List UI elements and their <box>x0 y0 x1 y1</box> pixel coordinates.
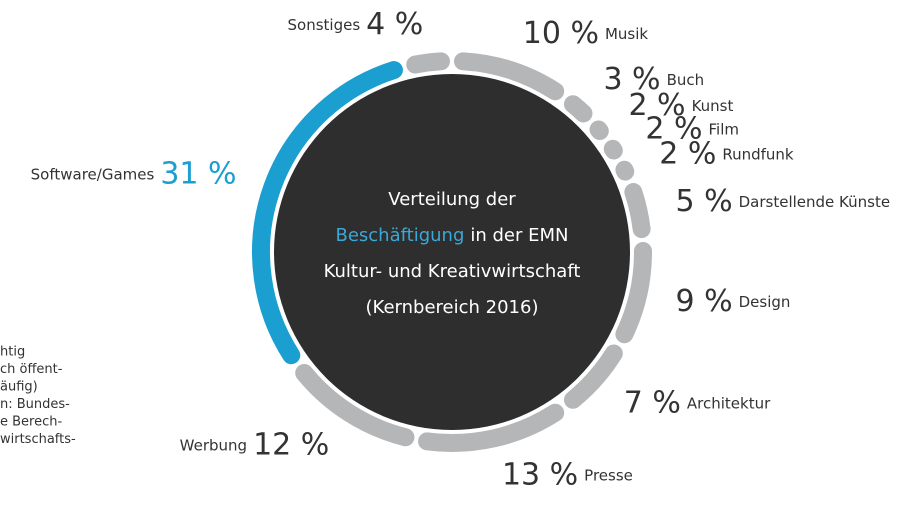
category-label: Darstellende Künste <box>739 193 890 211</box>
segment-label: 2 % Film <box>645 111 739 146</box>
category-label: Film <box>708 120 738 138</box>
segment <box>603 139 623 160</box>
title-line: Beschäftigung in der EMN <box>335 225 568 246</box>
segment-label: 7 % Architektur <box>624 385 771 420</box>
value-label: 13 % <box>502 457 578 492</box>
value-label: 9 % <box>675 283 732 318</box>
category-label: Werbung <box>180 436 247 454</box>
segment-label: 9 % Design <box>675 283 790 318</box>
category-label: Software/Games <box>31 165 155 183</box>
category-label: Architektur <box>687 394 771 412</box>
value-label: 2 % <box>659 136 716 171</box>
segment <box>615 242 652 344</box>
category-label: Presse <box>584 466 633 484</box>
category-label: Musik <box>605 25 648 43</box>
title-highlight: Beschäftigung <box>335 225 464 246</box>
segment-label: 13 % Presse <box>502 457 633 492</box>
note-line: äufig) <box>0 380 38 395</box>
segment <box>418 403 565 452</box>
note-line: wirtschafts- <box>0 432 76 447</box>
note-line: e Berech- <box>0 415 62 430</box>
category-label: Kunst <box>692 97 734 115</box>
title-text: Verteilung der <box>388 189 516 210</box>
title-line: (Kernbereich 2016) <box>366 297 539 318</box>
category-label: Buch <box>667 71 705 89</box>
segment <box>615 160 635 181</box>
segment <box>563 344 623 409</box>
segment <box>624 183 651 239</box>
value-label: 2 % <box>628 88 685 123</box>
center-text: Verteilung der Beschäftigung in der EMN Kul… <box>324 189 581 318</box>
title-line: Kultur- und Kreativwirtschaft <box>324 261 581 282</box>
category-label: Sonstiges <box>288 15 361 33</box>
segment <box>453 52 565 101</box>
note-line: n: Bundes- <box>0 397 70 412</box>
value-label: 4 % <box>366 6 423 41</box>
value-label: 10 % <box>523 16 599 51</box>
title-text: (Kernbereich 2016) <box>366 297 539 318</box>
segment <box>295 363 415 447</box>
category-label: Design <box>739 292 791 310</box>
note-line: ch öffent- <box>0 362 63 377</box>
segment-label: Werbung 12 % <box>180 427 330 462</box>
note-line: htig <box>0 345 25 360</box>
segment <box>589 120 609 141</box>
value-label: 3 % <box>603 62 660 97</box>
center-disc <box>274 74 630 430</box>
segment-label: 3 % Buch <box>603 62 704 97</box>
title-text: in der EMN <box>470 225 568 246</box>
ring <box>252 52 652 452</box>
segment <box>252 61 403 365</box>
segment-label: 2 % Kunst <box>628 88 733 123</box>
value-label: 5 % <box>675 184 732 219</box>
segment-label: Software/Games 31 % <box>31 156 237 191</box>
segment-label: Sonstiges 4 % <box>288 6 424 41</box>
segment <box>406 52 451 74</box>
value-label: 12 % <box>253 427 329 462</box>
notes: htig ch öffent-äufig) n: Bundes-e Berech-w… <box>0 345 76 448</box>
segment <box>563 95 593 123</box>
segment-label: 10 % Musik <box>523 16 649 51</box>
title-line: Verteilung der <box>388 189 516 210</box>
value-label: 2 % <box>645 111 702 146</box>
value-label: 7 % <box>624 385 681 420</box>
category-label: Rundfunk <box>722 145 794 163</box>
title-text: Kultur- und Kreativwirtschaft <box>324 261 581 282</box>
segment-label: 2 % Rundfunk <box>659 136 794 171</box>
segment-label: 5 % Darstellende Künste <box>675 184 890 219</box>
value-label: 31 % <box>160 156 236 191</box>
